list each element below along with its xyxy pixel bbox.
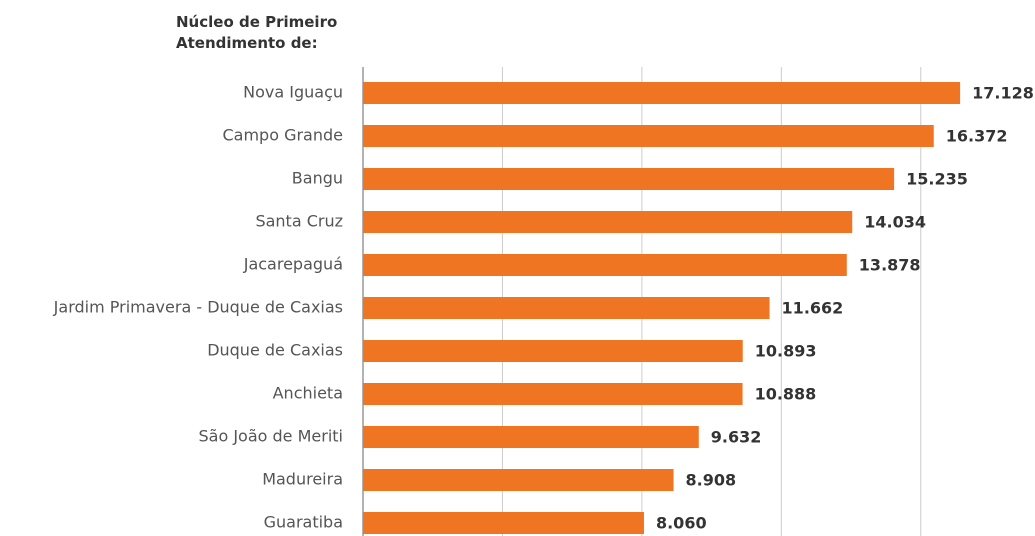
bar: [363, 211, 853, 233]
category-label: Guaratiba: [264, 513, 343, 532]
bar: [363, 469, 674, 491]
value-label: 8.908: [686, 471, 737, 490]
bar: [363, 426, 699, 448]
value-label: 16.372: [946, 127, 1008, 146]
category-label: Jardim Primavera - Duque de Caxias: [53, 298, 343, 317]
category-label: Anchieta: [273, 384, 343, 403]
value-label: 9.632: [711, 428, 762, 447]
bar: [363, 340, 743, 362]
category-label: Duque de Caxias: [207, 341, 343, 360]
value-label: 11.662: [782, 299, 844, 318]
chart-title: Núcleo de Primeiro Atendimento de:: [176, 13, 338, 52]
bar: [363, 125, 934, 147]
bar: [363, 82, 961, 104]
category-label: São João de Meriti: [199, 427, 344, 446]
category-label: Campo Grande: [222, 126, 343, 145]
value-label: 13.878: [859, 256, 921, 275]
category-label: Bangu: [292, 169, 343, 188]
bar: [363, 168, 895, 190]
value-label: 10.893: [755, 342, 817, 361]
value-label: 14.034: [864, 213, 926, 232]
bar: [363, 254, 847, 276]
category-label: Santa Cruz: [255, 212, 343, 231]
value-label: 8.060: [656, 514, 707, 533]
category-label: Nova Iguaçu: [243, 83, 343, 102]
bar: [363, 383, 743, 405]
value-label: 17.128: [972, 84, 1034, 103]
category-label: Jacarepaguá: [243, 255, 343, 274]
bar: [363, 512, 644, 534]
value-label: 10.888: [755, 385, 817, 404]
value-label: 15.235: [906, 170, 968, 189]
bar: [363, 297, 770, 319]
category-label: Madureira: [262, 470, 343, 489]
